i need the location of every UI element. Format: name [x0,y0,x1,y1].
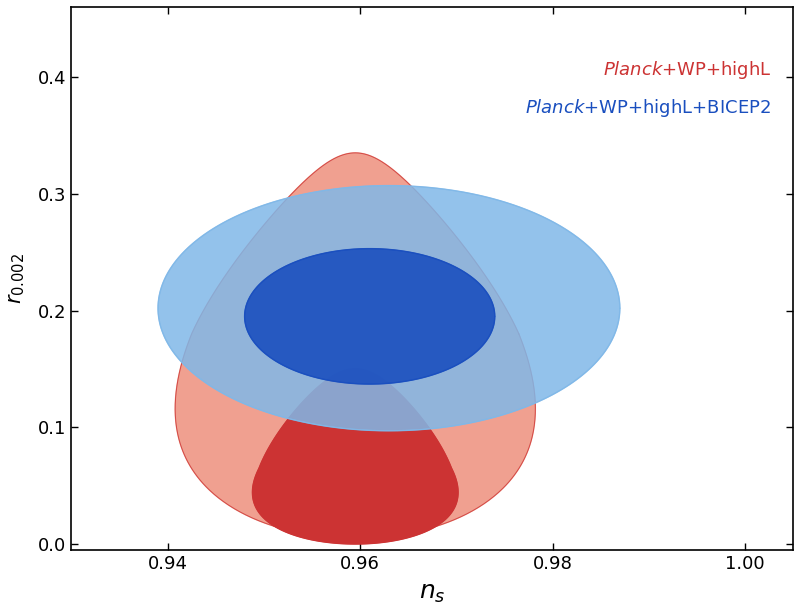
Y-axis label: $r_{0.002}$: $r_{0.002}$ [7,253,27,304]
Text: $\it{Planck}$+WP+highL+BICEP2: $\it{Planck}$+WP+highL+BICEP2 [526,97,771,119]
Text: $\it{Planck}$+WP+highL: $\it{Planck}$+WP+highL [603,59,771,81]
X-axis label: $n_{s}$: $n_{s}$ [419,581,446,605]
Polygon shape [253,369,458,544]
Polygon shape [175,153,535,538]
Polygon shape [158,185,620,431]
Polygon shape [245,248,494,384]
